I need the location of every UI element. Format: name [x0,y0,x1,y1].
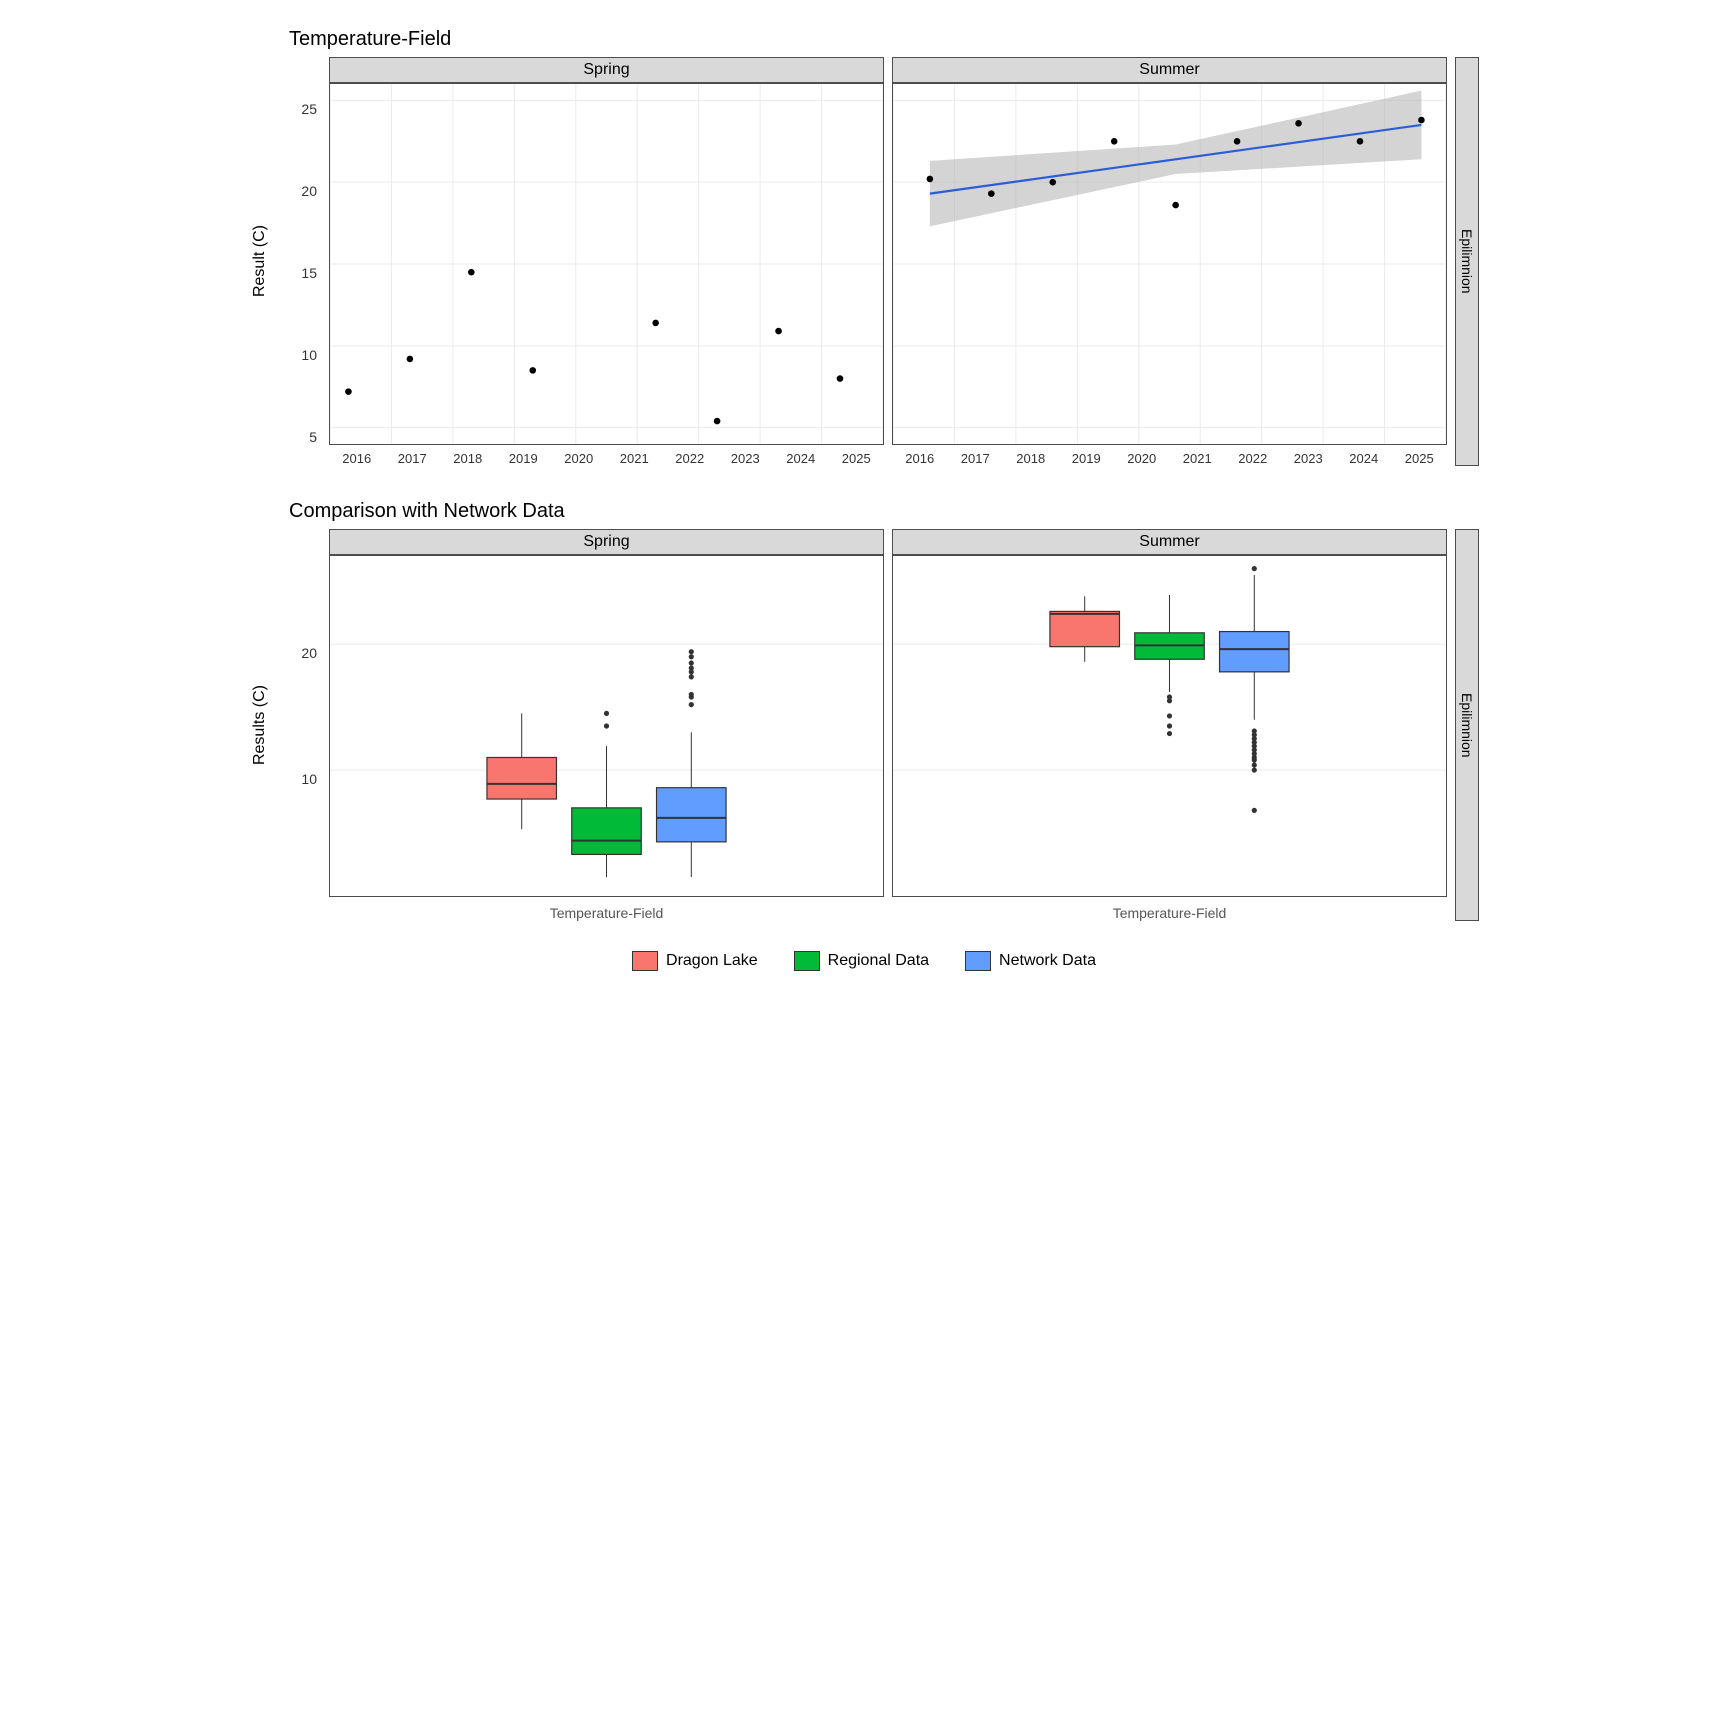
legend-item: Network Data [965,951,1096,971]
fig1-panel-summer: Summer 201620172018201920202021202220232… [892,57,1447,466]
fig1-strip-summer: Summer [892,57,1447,83]
fig2-xlabel-spring: Temperature-Field [329,905,884,921]
fig2-plot-spring [329,555,884,897]
fig2-strip-summer: Summer [892,529,1447,555]
fig1-xticks-spring: 2016201720182019202020212022202320242025 [329,445,884,466]
fig1-plot-spring [329,83,884,445]
fig1-ylabel: Result (C) [249,225,269,297]
fig2-xlabel-summer: Temperature-Field [892,905,1447,921]
legend-label: Network Data [999,952,1096,970]
fig1-xticks-summer: 2016201720182019202020212022202320242025 [892,445,1447,466]
fig1-panel-spring: Spring 201620172018201920202021202220232… [329,57,884,466]
fig1-row: Result (C) 510152025 Spring 201620172018… [249,57,1479,466]
legend: Dragon Lake Regional Data Network Data [249,951,1479,971]
fig2-row: Results (C) 1020 Spring Temperature-Fiel… [249,529,1479,921]
fig1-strip-spring: Spring [329,57,884,83]
fig2-ylabel: Results (C) [249,685,269,765]
fig1-title: Temperature-Field [289,28,1479,51]
legend-label: Dragon Lake [666,952,758,970]
fig2-panel-summer: Summer Temperature-Field [892,529,1447,921]
legend-swatch [794,951,820,971]
legend-item: Regional Data [794,951,929,971]
fig2-strip-spring: Spring [329,529,884,555]
fig2-strip-right: Epilimnion [1455,529,1479,921]
fig2-plot-summer [892,555,1447,897]
fig2-panel-spring: Spring Temperature-Field [329,529,884,921]
fig2-title: Comparison with Network Data [289,500,1479,523]
legend-label: Regional Data [828,952,929,970]
legend-item: Dragon Lake [632,951,758,971]
fig1-strip-right: Epilimnion [1455,57,1479,466]
legend-swatch [965,951,991,971]
legend-swatch [632,951,658,971]
fig1-plot-summer [892,83,1447,445]
